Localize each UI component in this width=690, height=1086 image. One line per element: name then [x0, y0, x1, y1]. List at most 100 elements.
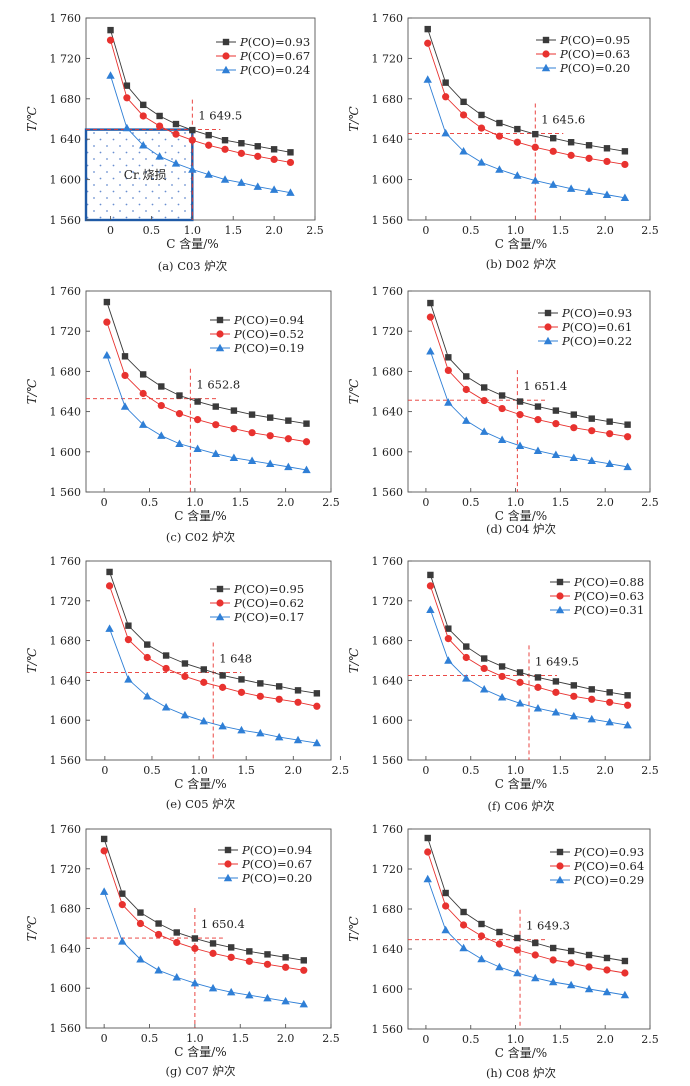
y-tick-label: 1 600 [50, 174, 82, 187]
data-point [427, 299, 434, 307]
data-point [286, 158, 295, 167]
y-tick-label: 1 680 [372, 635, 404, 648]
data-point [479, 427, 489, 435]
data-point [602, 987, 612, 996]
data-point [275, 695, 283, 703]
data-point [477, 954, 486, 963]
data-point [424, 834, 431, 842]
y-tick-label: 1 640 [50, 674, 82, 687]
data-point [462, 653, 470, 662]
legend-label: P(CO)=0.88 [573, 575, 644, 589]
legend-label: P(CO)=0.95 [559, 33, 630, 47]
x-tick-label: 2.0 [596, 1033, 614, 1046]
data-point [205, 141, 213, 149]
y-axis-label: T/℃ [347, 916, 361, 942]
y-tick-label: 1 720 [372, 863, 404, 876]
y-tick-label: 1 680 [50, 903, 82, 916]
data-point [567, 139, 575, 146]
data-point [293, 735, 303, 744]
y-tick-label: 1 760 [372, 823, 404, 836]
data-point [209, 940, 217, 947]
y-tick-label: 1 640 [50, 406, 82, 419]
data-point [313, 690, 321, 697]
data-point [533, 703, 543, 712]
panel-caption: (d) C04 炉次 [486, 522, 557, 536]
data-point [516, 411, 524, 419]
x-tick-label: 0 [422, 1033, 429, 1046]
x-tick-label: 0.5 [143, 764, 161, 777]
data-point [245, 990, 254, 999]
series-line [106, 355, 307, 471]
data-point [161, 702, 171, 711]
data-point [226, 987, 236, 996]
legend-label: P(CO)=0.64 [573, 859, 644, 873]
data-point [230, 425, 238, 433]
data-point [193, 444, 202, 452]
series-line [103, 891, 304, 1005]
data-point [219, 683, 227, 691]
data-point [588, 686, 595, 693]
data-point [284, 435, 292, 443]
critical-point-label: 1 649.5 [535, 654, 579, 668]
data-point [100, 835, 108, 843]
x-tick-label: 2.5 [332, 764, 350, 777]
legend-marker [555, 875, 565, 884]
legend-marker [541, 63, 551, 72]
data-point [237, 149, 245, 157]
y-tick-label: 1 600 [372, 983, 404, 996]
data-point [552, 678, 560, 685]
legend-marker [222, 52, 230, 60]
data-point [274, 732, 284, 741]
data-point [441, 128, 450, 137]
data-point [549, 956, 557, 964]
data-point [477, 932, 486, 940]
data-point [424, 39, 432, 47]
data-point [175, 410, 184, 418]
data-point [498, 663, 506, 670]
x-tick-label: 0.5 [141, 496, 159, 509]
data-point [584, 187, 594, 195]
data-point [245, 957, 253, 965]
data-point [513, 138, 521, 146]
legend-marker [556, 862, 564, 870]
x-tick-label: 0 [101, 764, 108, 777]
data-point [513, 946, 521, 954]
data-point [531, 973, 540, 982]
data-point [552, 407, 560, 414]
data-point [495, 132, 504, 140]
data-point [180, 710, 190, 719]
data-point [426, 605, 435, 613]
data-point [121, 353, 129, 360]
data-point [125, 622, 132, 629]
data-point [462, 385, 470, 394]
panel-caption: (a) C03 炉次 [158, 259, 228, 273]
data-point [191, 944, 199, 953]
y-axis-label: T/℃ [25, 915, 39, 941]
data-point [219, 672, 226, 679]
chart-panel-4: 0 0.5 1.0 1.5 2.0 2.5 1 560 1 600 1 640 1 680 1 72… [347, 285, 659, 536]
data-point [478, 111, 485, 119]
x-tick-label: 2.0 [596, 224, 614, 237]
data-point [460, 98, 467, 106]
data-point [312, 738, 322, 747]
critical-point-label: 1 651.4 [523, 379, 567, 393]
data-point [426, 347, 435, 355]
data-point [105, 582, 114, 590]
y-tick-label: 1 760 [372, 285, 404, 298]
data-point [284, 462, 293, 471]
data-point [515, 441, 525, 449]
data-point [566, 184, 576, 192]
chart-panel-2: 0 0.5 1.0 1.5 2.0 2.5 1 560 1 600 1 640 1 680 1 72… [347, 12, 659, 271]
legend-marker [224, 846, 232, 854]
data-point [263, 993, 272, 1002]
legend-marker [544, 309, 552, 317]
y-tick-label: 1 680 [50, 365, 82, 378]
data-point [513, 968, 522, 977]
x-tick-label: 1.5 [237, 764, 255, 777]
x-tick-label: 1.5 [552, 1033, 570, 1046]
data-point [549, 180, 558, 188]
data-point [463, 373, 470, 380]
data-point [621, 969, 629, 977]
data-point [118, 901, 126, 909]
